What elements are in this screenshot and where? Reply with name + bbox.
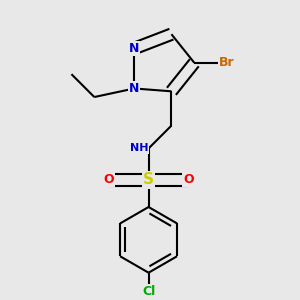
Text: N: N xyxy=(129,42,140,55)
Text: Br: Br xyxy=(219,56,235,69)
Text: NH: NH xyxy=(130,143,148,154)
Text: O: O xyxy=(183,173,194,186)
Text: O: O xyxy=(103,173,114,186)
Text: N: N xyxy=(129,82,140,95)
Text: Cl: Cl xyxy=(142,285,155,298)
Text: S: S xyxy=(143,172,154,188)
